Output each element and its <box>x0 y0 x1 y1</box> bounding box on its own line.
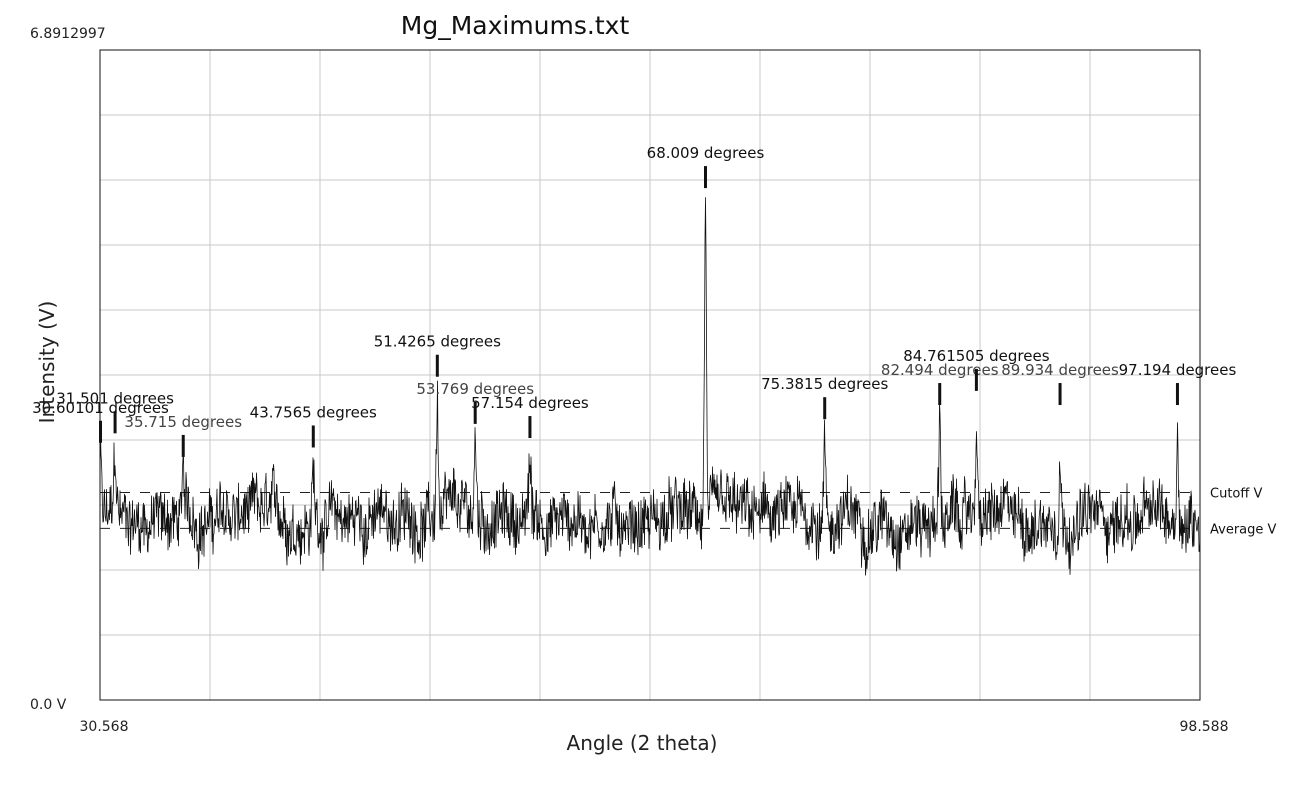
plot-frame <box>99 49 1201 701</box>
peak-label: 82.494 degrees <box>881 361 999 379</box>
peak-label: 30.60101 degrees <box>32 399 169 417</box>
peak-label: 68.009 degrees <box>647 144 765 162</box>
peak-label: 97.194 degrees <box>1119 361 1237 379</box>
y-tick-max: 6.8912997 <box>30 26 106 42</box>
x-tick-max: 98.588 <box>1180 719 1229 735</box>
y-axis-title: Intensity (V) <box>35 301 59 424</box>
x-tick-min: 30.568 <box>80 719 129 735</box>
peak-label: 35.715 degrees <box>124 413 242 431</box>
y-tick-min: 0.0 V <box>30 697 67 713</box>
peak-label: 75.3815 degrees <box>761 375 888 393</box>
intensity-line <box>99 197 1201 576</box>
reference-line-label: Cutoff V <box>1210 486 1262 501</box>
peak-label: 89.934 degrees <box>1001 361 1119 379</box>
peak-label: 53.769 degrees <box>416 380 534 398</box>
intensity-trace <box>99 197 1201 576</box>
grid <box>100 50 1200 700</box>
peak-label: 84.761505 degrees <box>903 347 1049 365</box>
peak-label: 57.154 degrees <box>471 394 589 412</box>
x-axis-title: Angle (2 theta) <box>567 731 718 755</box>
peak-label: 51.4265 degrees <box>374 333 501 351</box>
chart-title: Mg_Maximums.txt <box>401 11 630 40</box>
peak-label: 31.501 degrees <box>56 389 174 407</box>
reference-line-label: Average V <box>1210 522 1277 537</box>
peak-label: 43.7565 degrees <box>250 403 377 421</box>
